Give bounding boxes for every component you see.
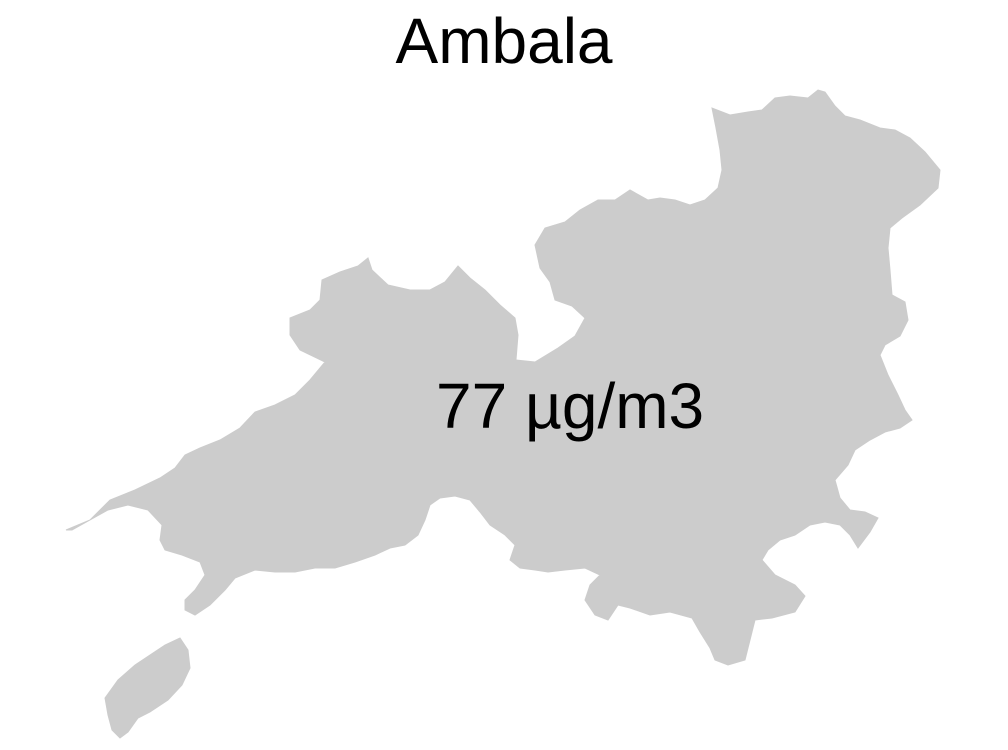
district-region-enclave xyxy=(104,637,191,739)
map-title: Ambala xyxy=(395,5,613,77)
district-region-main xyxy=(65,89,941,666)
pollution-value-label: 77 µg/m3 xyxy=(436,370,705,442)
